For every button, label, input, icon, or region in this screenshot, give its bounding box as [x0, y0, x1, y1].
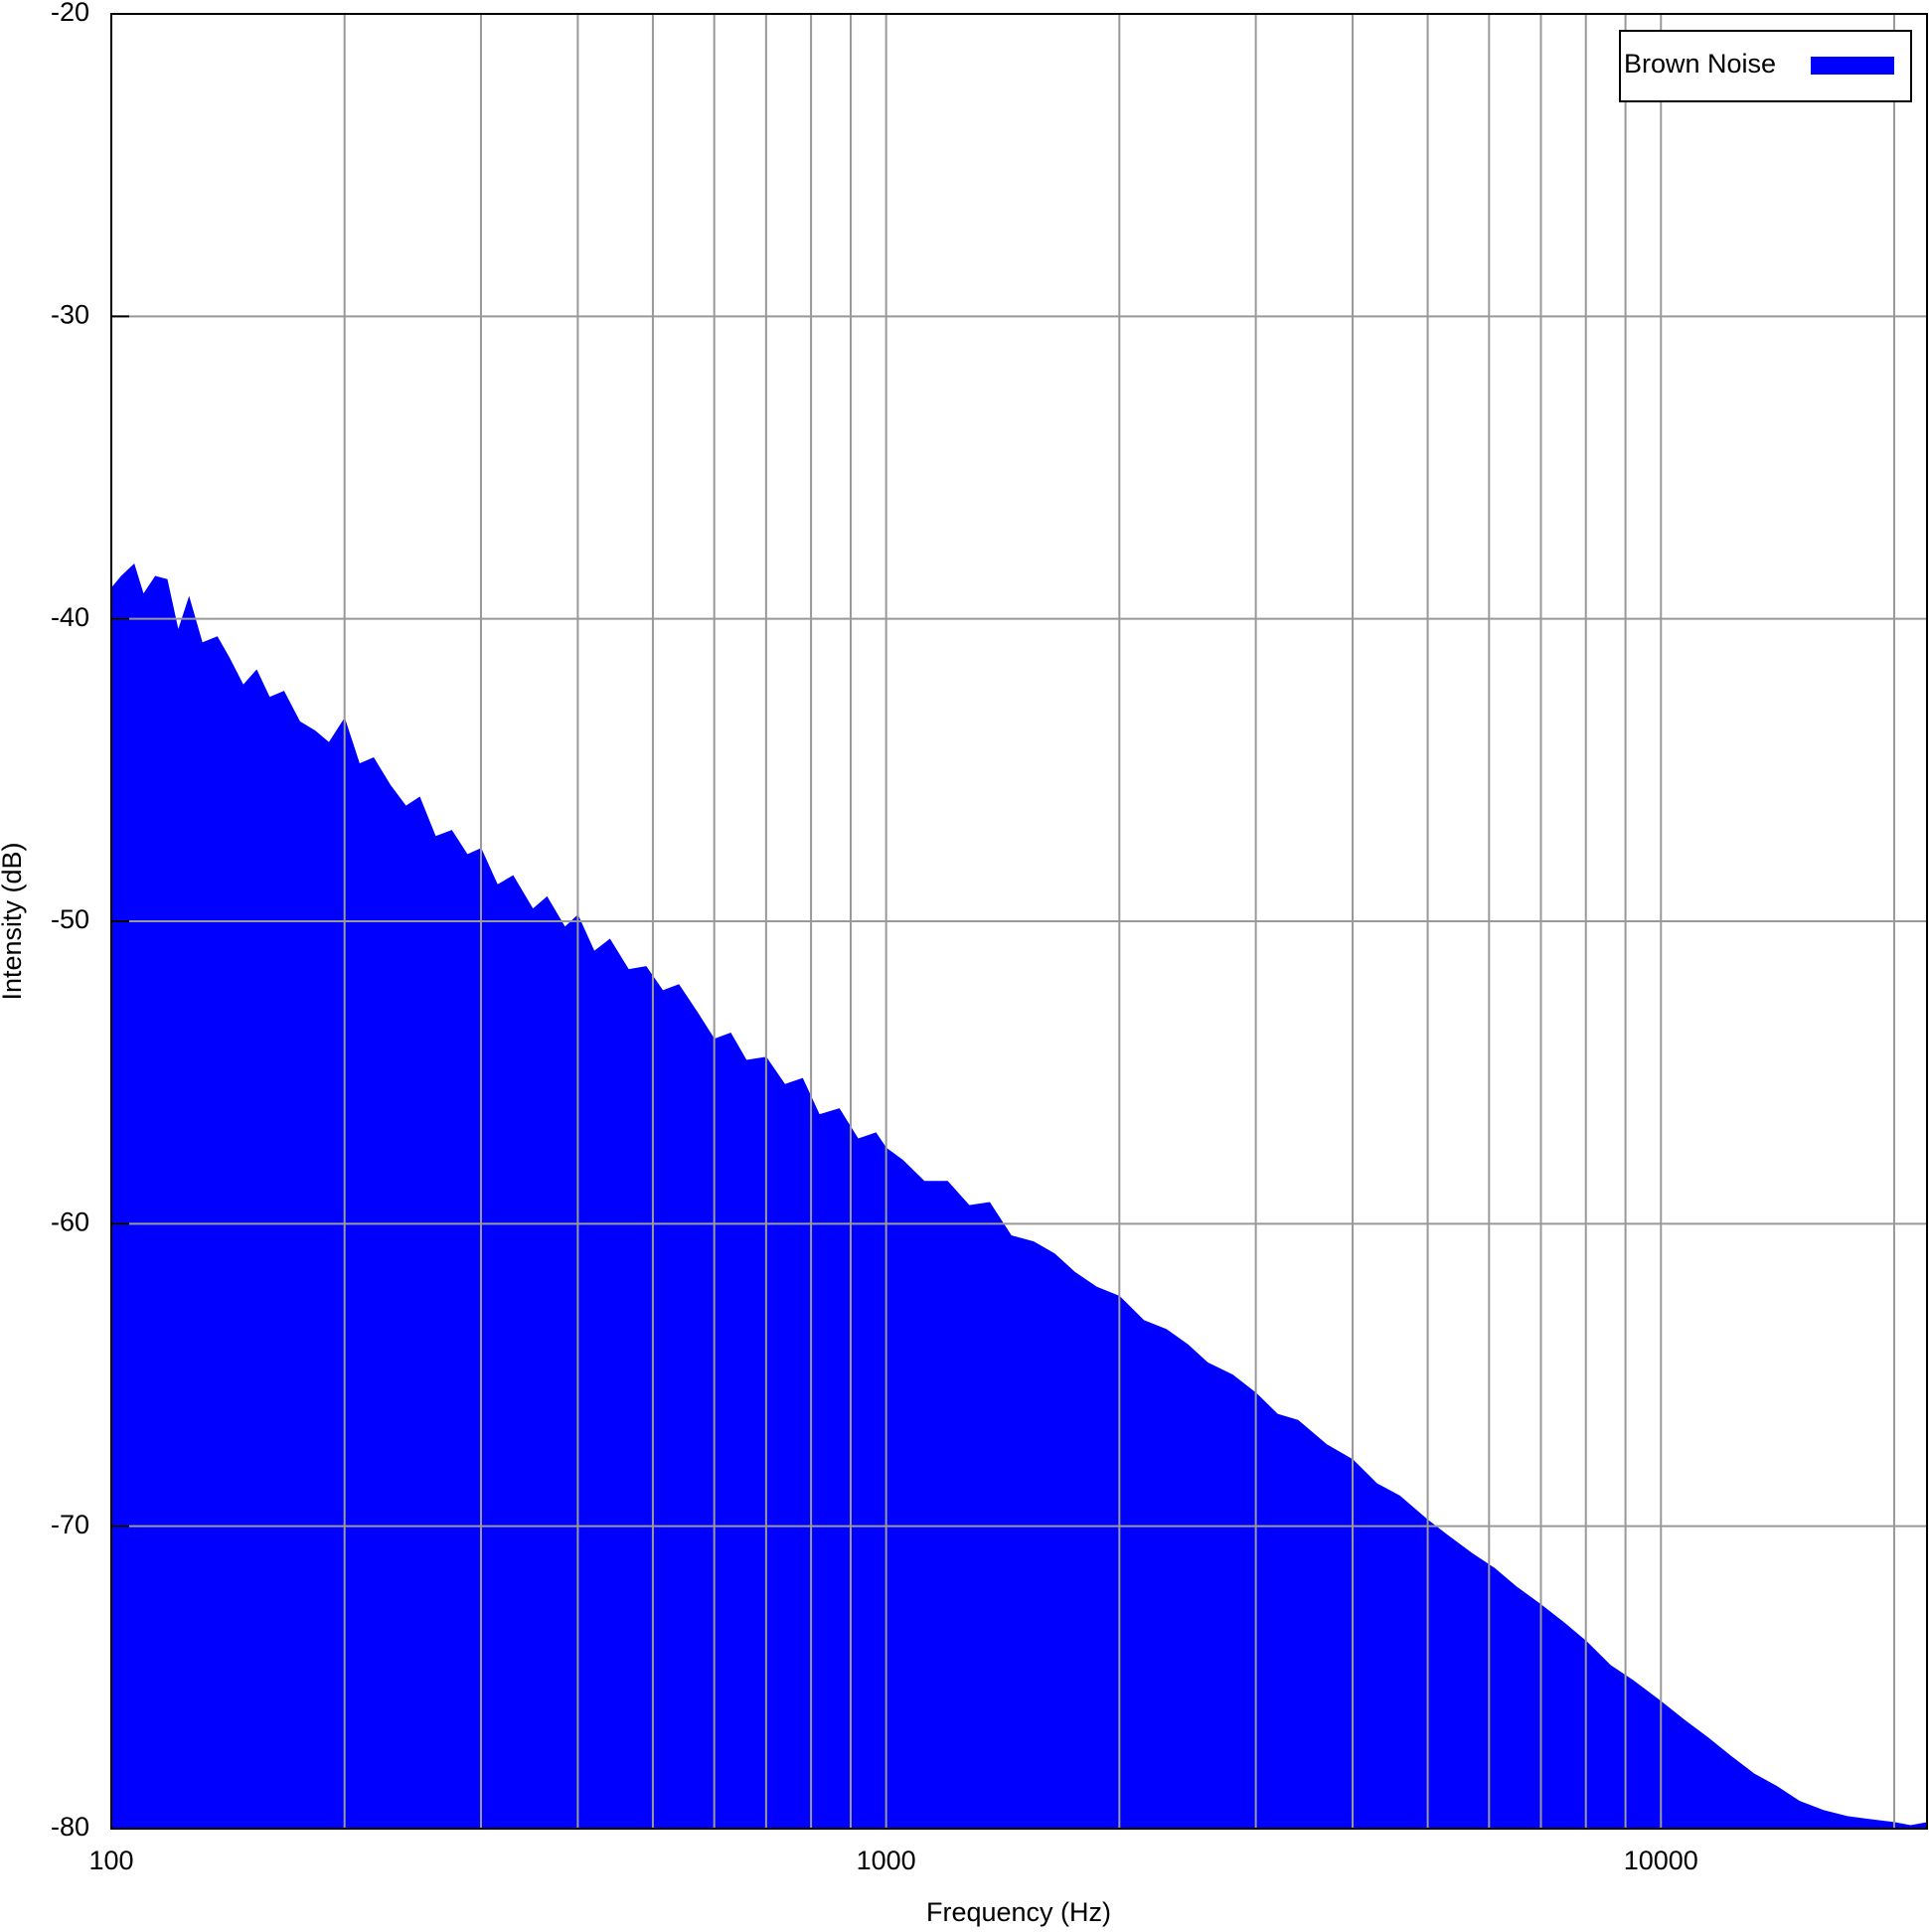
x-tick-label: 100 [88, 1846, 133, 1875]
y-tick-label: -80 [51, 1812, 89, 1842]
y-tick-label: -70 [51, 1510, 89, 1539]
x-tick-label: 1000 [857, 1846, 916, 1875]
y-tick-label: -20 [51, 0, 89, 27]
y-tick-label: -50 [51, 904, 89, 934]
y-tick-label: -60 [51, 1207, 89, 1236]
y-tick-label: -30 [51, 299, 89, 329]
legend-swatch [1811, 57, 1894, 75]
plot-frame [110, 13, 1928, 1830]
y-axis-label: Intensity (dB) [0, 842, 27, 1000]
area [110, 563, 1928, 1830]
x-tick-label: 10000 [1624, 1846, 1698, 1875]
x-axis-label: Frequency (Hz) [926, 1897, 1111, 1927]
legend-label: Brown Noise [1624, 49, 1776, 79]
y-tick-label: -40 [51, 602, 89, 632]
